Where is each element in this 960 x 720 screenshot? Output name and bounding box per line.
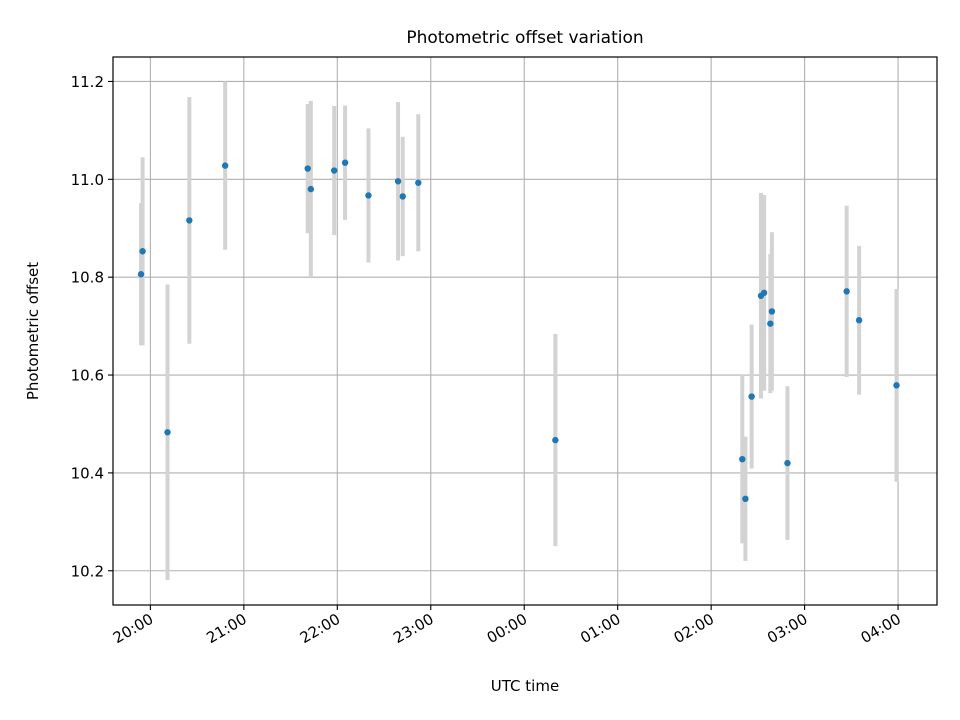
data-point <box>330 167 338 174</box>
data-point <box>784 459 791 467</box>
data-point <box>307 185 315 193</box>
data-point <box>186 217 193 224</box>
data-point <box>893 382 900 389</box>
data-point <box>399 193 406 200</box>
y-tick-label: 10.2 <box>71 562 104 580</box>
y-tick-label: 10.4 <box>71 464 104 482</box>
data-point <box>748 393 755 400</box>
data-point <box>341 159 349 166</box>
y-axis-ticks: 10.2 10.4 10.6 10.8 11.0 11.2 <box>71 73 113 580</box>
data-points <box>137 159 900 503</box>
y-tick-label: 11.2 <box>71 73 104 91</box>
data-point <box>304 165 311 172</box>
data-point <box>768 308 776 315</box>
data-point <box>221 162 229 169</box>
data-point <box>760 289 768 297</box>
y-tick-label: 10.8 <box>71 269 104 287</box>
data-point <box>552 436 559 444</box>
data-point <box>767 320 774 327</box>
data-point <box>739 455 746 463</box>
x-axis-label: UTC time <box>491 677 559 695</box>
chart-title: Photometric offset variation <box>406 28 643 48</box>
data-point <box>164 429 171 436</box>
y-tick-label: 11.0 <box>71 171 104 189</box>
data-point <box>855 317 863 324</box>
y-tick-label: 10.6 <box>71 367 104 385</box>
data-point <box>394 178 402 185</box>
y-axis-label: Photometric offset <box>24 262 42 400</box>
data-point <box>365 192 372 199</box>
data-point <box>415 179 422 186</box>
data-point <box>742 495 749 503</box>
data-point <box>843 288 850 295</box>
plot-frame <box>112 56 938 606</box>
data-point <box>139 248 146 255</box>
data-point <box>137 271 145 278</box>
